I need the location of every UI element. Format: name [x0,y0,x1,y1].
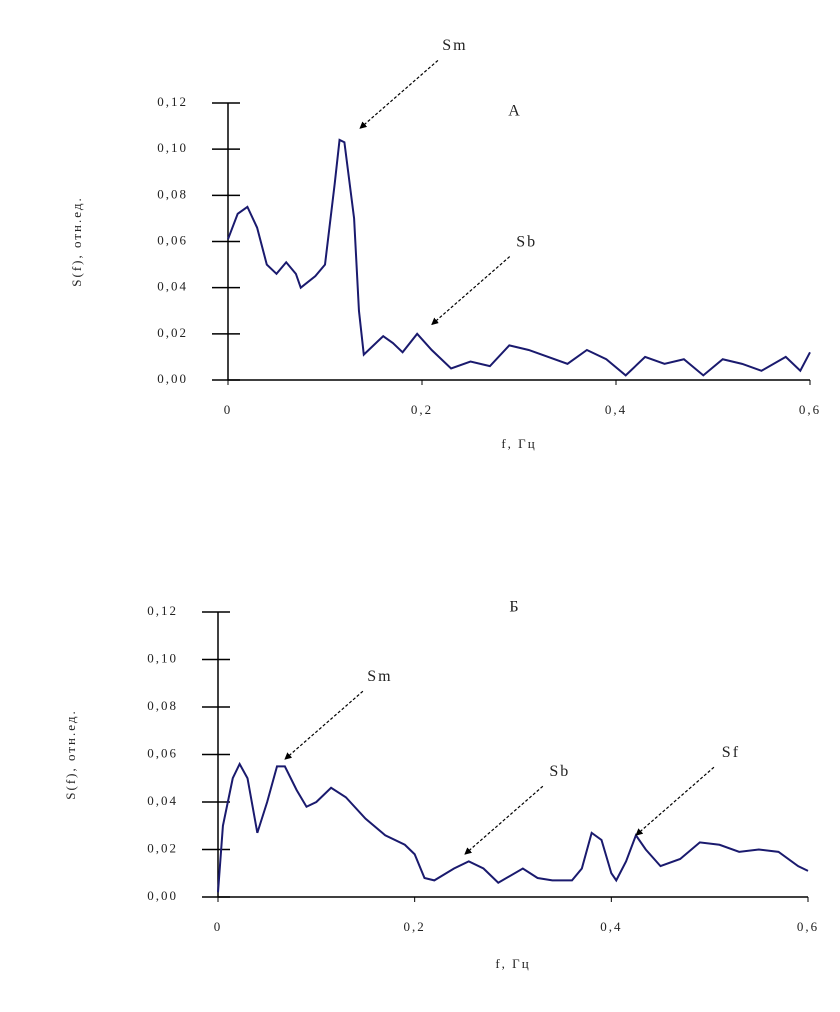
x-axis-label: f, Гц [501,436,536,451]
y-tick-label: 0,04 [147,793,178,808]
chart: 0,00 0,02 0,04 0,06 0,08 0,10 0,12 0 0,2 0,4 0,6 f,… [63,599,819,971]
line-series [217,761,809,893]
annotation-label: Sm [442,37,467,54]
y-tick-label: 0,12 [157,94,188,109]
annotation-arrow [431,256,511,326]
annotation-label: Sf [722,744,740,761]
y-tick-label: 0,08 [147,698,178,713]
x-tick-label: 0,6 [797,919,819,934]
line-series [227,138,811,377]
annotation-arrow [284,690,364,760]
x-tick-label: 0,4 [600,919,622,934]
y-axis-label: S(f), отн.ед. [63,709,78,799]
y-tick-label: 0,00 [147,888,178,903]
y-tick-label: 0,00 [157,371,188,386]
y-tick-label: 0,02 [157,325,188,340]
x-tick-label: 0,4 [605,402,627,417]
annotation-arrow [464,785,544,855]
annotation-label: Sb [549,763,570,780]
chart: 0,00 0,02 0,04 0,06 0,08 0,10 0,12 0 0,2 0,4 0,6 f,… [69,37,821,451]
y-tick-label: 0,10 [157,140,188,155]
x-tick-label: 0,2 [404,919,426,934]
y-tick-label: 0,06 [157,232,188,247]
y-tick-label: 0,12 [147,603,178,618]
y-tick-label: 0,08 [157,186,188,201]
y-tick-label: 0,10 [147,650,178,665]
x-tick-label: 0,6 [799,402,821,417]
x-tick-label: 0 [214,919,223,934]
annotation-arrow [635,766,715,836]
y-axis-label: S(f), отн.ед. [69,196,84,286]
x-tick-label: 0 [224,402,233,417]
x-tick-label: 0,2 [411,402,433,417]
y-tick-label: 0,06 [147,745,178,760]
x-axis-label: f, Гц [495,956,530,971]
y-tick-label: 0,04 [157,279,188,294]
panel-label: А [508,103,522,120]
panel-label: Б [509,599,520,616]
y-tick-label: 0,02 [147,840,178,855]
annotation-arrow [359,59,439,129]
annotation-label: Sb [516,233,537,250]
annotation-label: Sm [367,668,392,685]
